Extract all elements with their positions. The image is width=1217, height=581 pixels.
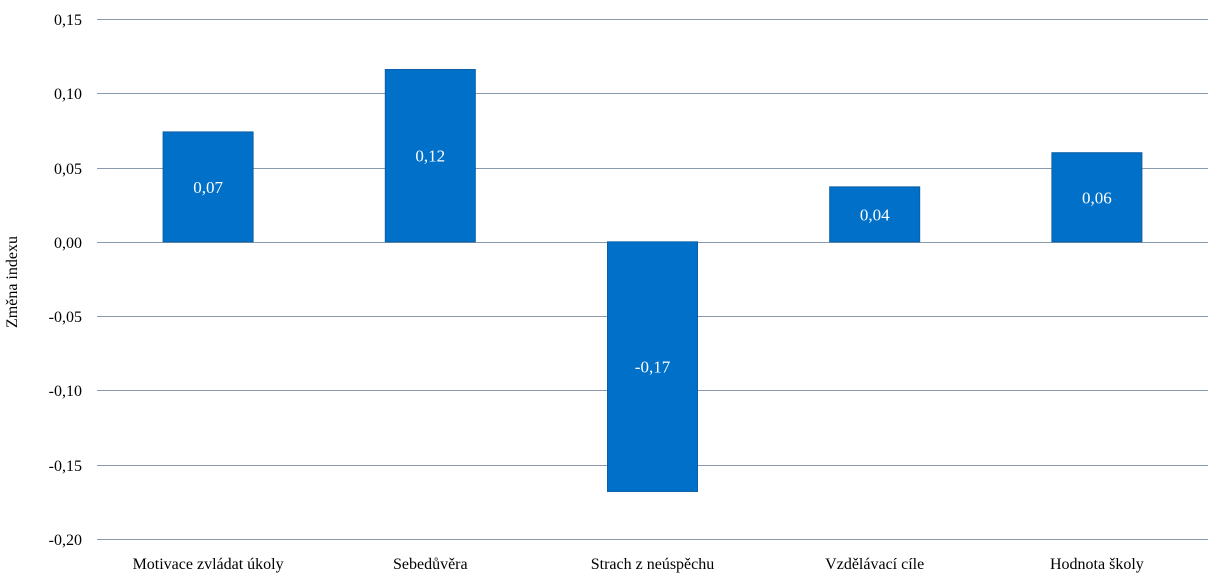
bars — [162, 69, 1143, 492]
y-axis-label: Změna indexu — [4, 236, 21, 328]
y-tick-label: -0,20 — [49, 532, 82, 549]
y-tick-label: -0,10 — [49, 383, 82, 400]
x-tick-label: Sebedůvěra — [393, 556, 468, 573]
x-tick-label: Hodnota školy — [1050, 556, 1144, 573]
data-label: 0,06 — [1082, 188, 1112, 207]
y-tick-label: -0,05 — [49, 309, 82, 326]
y-tick-label: -0,15 — [49, 458, 82, 475]
x-tick-label: Vzdělávací cíle — [825, 556, 924, 573]
bar — [607, 241, 698, 492]
x-axis-ticks: Motivace zvládat úkoly Sebedůvěra Strach z… — [133, 556, 1144, 573]
y-axis-ticks: 0,15 0,10 0,05 0,00 -0,05 -0,10 -0,15 -0,20 — [49, 12, 82, 549]
y-tick-label: 0,15 — [54, 12, 82, 29]
bar — [384, 69, 476, 243]
data-label: 0,07 — [193, 178, 223, 197]
data-labels: 0,07 0,12 -0,17 0,04 0,06 — [193, 147, 1112, 377]
y-tick-label: 0,05 — [54, 161, 82, 178]
bar — [162, 131, 254, 243]
data-label: -0,17 — [635, 358, 671, 377]
data-label: 0,04 — [860, 205, 890, 224]
data-label: 0,12 — [415, 147, 445, 166]
y-tick-label: 0,00 — [54, 235, 82, 252]
x-tick-label: Strach z neúspěchu — [591, 556, 715, 573]
bar — [1051, 152, 1143, 243]
y-tick-label: 0,10 — [54, 86, 82, 103]
bar — [829, 186, 921, 243]
x-tick-label: Motivace zvládat úkoly — [133, 556, 284, 573]
